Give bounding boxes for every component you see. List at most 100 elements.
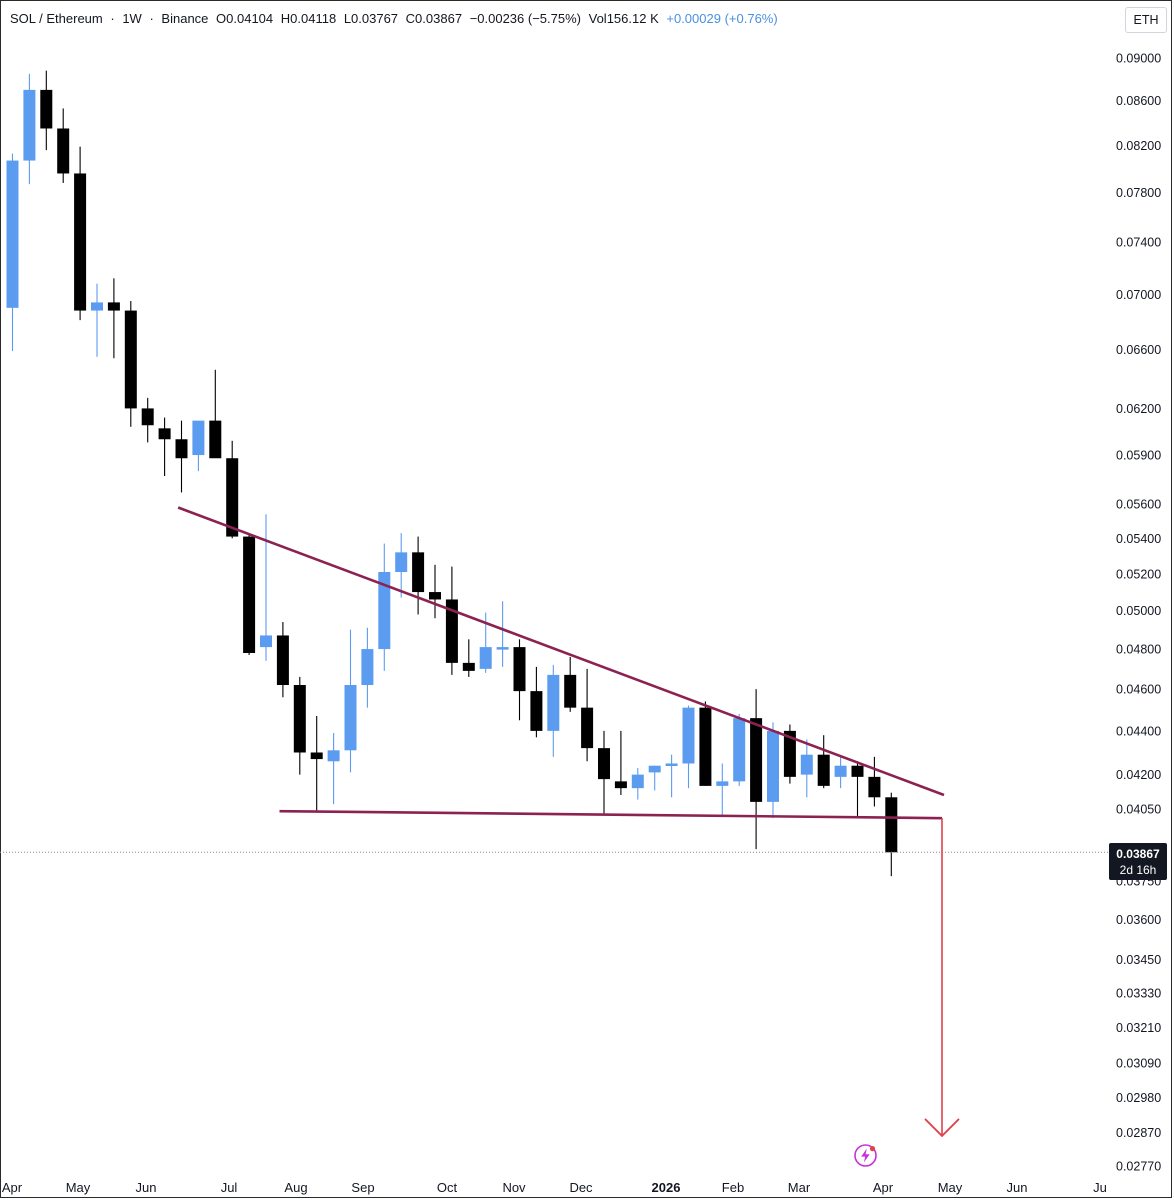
candle-body [699, 707, 712, 786]
candle[interactable] [817, 735, 830, 789]
symbol-name[interactable]: SOL / Ethereum [10, 11, 103, 26]
candle[interactable] [226, 440, 239, 539]
descending-trendline[interactable] [177, 506, 945, 797]
legend-separator: · [149, 11, 154, 26]
candle[interactable] [682, 705, 695, 789]
candle[interactable] [699, 701, 712, 786]
x-tick-label: Apr [873, 1180, 894, 1195]
candle[interactable] [733, 713, 746, 786]
candle[interactable] [141, 397, 154, 443]
candle[interactable] [665, 754, 678, 798]
candle-body [276, 635, 289, 686]
candle[interactable] [107, 278, 120, 359]
symbol-legend: SOL / Ethereum · 1W · Binance O0.04104 H… [10, 11, 782, 26]
candle[interactable] [23, 73, 36, 185]
candle-body [344, 685, 357, 751]
x-tick-label: Dec [569, 1180, 593, 1195]
current-price-tag: 0.03867 2d 16h [1109, 843, 1167, 880]
breakdown-arrow[interactable] [924, 818, 960, 1138]
candle-body [733, 718, 746, 782]
candle[interactable] [6, 153, 19, 352]
candle[interactable] [243, 534, 256, 655]
candle[interactable] [716, 763, 729, 816]
candle[interactable] [310, 716, 323, 812]
x-tick-label: May [66, 1180, 91, 1195]
candle[interactable] [124, 301, 137, 427]
candle-body [716, 781, 729, 786]
candle[interactable] [800, 739, 813, 798]
candle[interactable] [395, 533, 408, 598]
x-tick-label: Nov [502, 1180, 526, 1195]
candle[interactable] [158, 417, 171, 477]
x-tick-label: Apr [2, 1180, 23, 1195]
y-tick-label: 0.04200 [1116, 768, 1161, 782]
candle[interactable] [564, 656, 577, 712]
currency-button[interactable]: ETH [1125, 7, 1167, 33]
x-tick-label: 2026 [652, 1180, 681, 1195]
support-line[interactable] [279, 809, 943, 820]
candle[interactable] [91, 283, 103, 357]
candle[interactable] [581, 668, 594, 762]
price-axis[interactable]: 0.09000 0.08600 0.08200 0.07800 0.07400 0.070… [1109, 40, 1171, 1175]
candle-body [378, 571, 391, 650]
candle[interactable] [429, 564, 441, 619]
candle[interactable] [631, 767, 644, 800]
candle-body [513, 647, 526, 692]
close-value: C0.03867 [405, 11, 463, 26]
x-tick-label: Ju [1093, 1180, 1107, 1195]
candle-body [868, 776, 881, 798]
candle[interactable] [783, 724, 796, 784]
candle[interactable] [276, 622, 289, 698]
candle[interactable] [614, 730, 627, 795]
candle[interactable] [767, 722, 779, 819]
candle[interactable] [260, 514, 272, 661]
candle[interactable] [209, 369, 222, 459]
lightning-bolt-icon[interactable] [853, 1143, 878, 1168]
candle[interactable] [513, 639, 526, 721]
arrow-head [924, 1118, 960, 1138]
candle-body [834, 765, 847, 777]
candle-body [395, 552, 408, 572]
candle[interactable] [293, 676, 306, 775]
candle[interactable] [344, 629, 357, 773]
candle-countdown: 2d 16h [1119, 863, 1157, 877]
candle[interactable] [175, 420, 188, 493]
x-tick-label: Jun [1007, 1180, 1028, 1195]
candle-body [462, 662, 475, 671]
candle[interactable] [40, 70, 53, 151]
candle[interactable] [885, 792, 898, 877]
candle[interactable] [868, 756, 881, 807]
y-tick-label: 0.05900 [1116, 449, 1161, 463]
candle-body [496, 647, 509, 650]
candle[interactable] [74, 146, 87, 321]
candle[interactable] [378, 543, 391, 671]
candle[interactable] [648, 765, 661, 791]
candle[interactable] [851, 761, 864, 819]
candle-body [293, 685, 306, 753]
candle[interactable] [327, 733, 340, 805]
time-axis[interactable]: Apr May Jun Jul Aug Sep Oct Nov Dec 2026 Feb Mar Apr… [2, 1180, 1107, 1195]
candle[interactable] [496, 601, 509, 667]
candle[interactable] [750, 689, 763, 850]
candle[interactable] [361, 627, 374, 708]
candle[interactable] [598, 730, 610, 814]
candle[interactable] [834, 756, 847, 789]
candle[interactable] [547, 664, 560, 757]
candle-body [479, 647, 492, 669]
candle-body [767, 730, 779, 802]
candle[interactable] [192, 420, 205, 472]
candle[interactable] [445, 566, 458, 675]
candle-body [665, 763, 678, 766]
candle[interactable] [57, 108, 70, 183]
y-tick-label: 0.05200 [1116, 567, 1161, 581]
candle-body [885, 797, 898, 853]
candle[interactable] [530, 666, 543, 738]
candle-body [74, 173, 87, 311]
y-tick-label: 0.07400 [1116, 236, 1161, 250]
candle[interactable] [412, 536, 425, 615]
candle[interactable] [462, 639, 475, 677]
candle-body [57, 128, 70, 174]
y-tick-label: 0.06600 [1116, 343, 1161, 357]
